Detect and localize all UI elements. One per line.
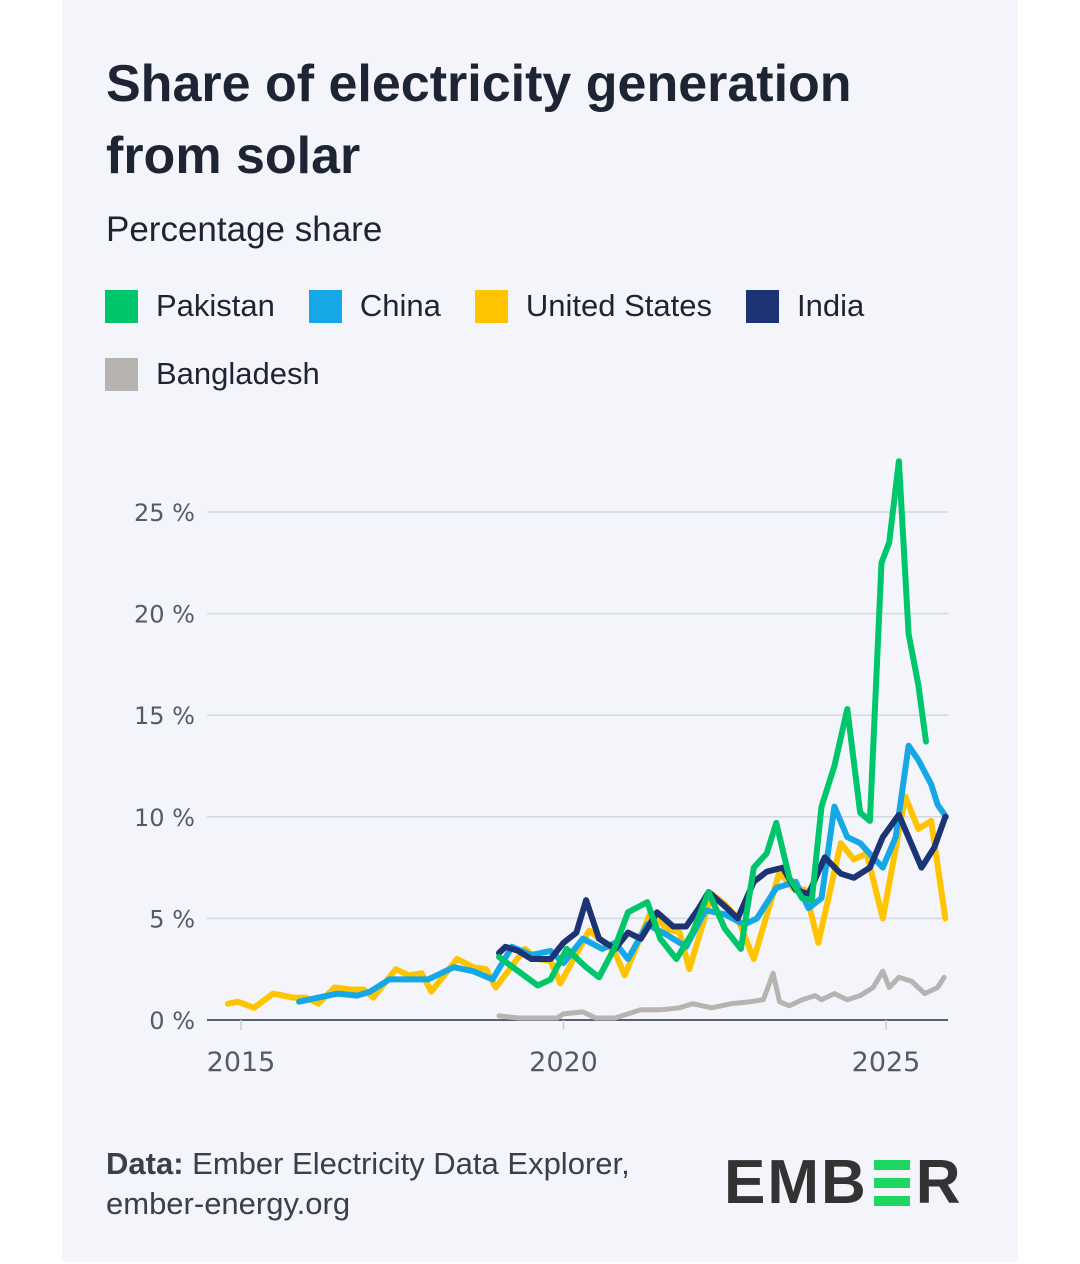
legend-swatch <box>105 357 138 391</box>
series-line-india <box>496 811 949 962</box>
legend-item-pakistan: Pakistan <box>105 288 275 324</box>
series-line-china <box>296 742 949 1005</box>
legend-label: China <box>359 288 441 323</box>
legend-label: India <box>797 288 865 323</box>
source-text: Ember Electricity Data Explorer, ember-e… <box>106 1146 630 1221</box>
y-tick-label: 10 % <box>134 804 195 832</box>
x-tick-label: 2020 <box>529 1047 598 1078</box>
legend-item-india: India <box>746 288 864 324</box>
y-tick-label: 15 % <box>134 702 195 730</box>
series-line-united-states <box>225 793 949 1011</box>
legend-label: United States <box>525 288 713 323</box>
legend-label: Pakistan <box>156 288 275 323</box>
y-tick-label: 0 % <box>149 1007 195 1035</box>
ember-logo: EMB R <box>724 1148 963 1217</box>
legend-item-bangladesh: Bangladesh <box>105 356 320 392</box>
legend-swatch <box>746 289 780 323</box>
legend-swatch <box>474 289 508 323</box>
chart-title: Share of electricity generation from sol… <box>106 55 852 185</box>
legend-item-china: China <box>308 288 441 324</box>
legend-swatch <box>105 289 138 323</box>
y-tick-label: 20 % <box>134 601 195 629</box>
legend: Pakistan China United States India Banglades… <box>105 288 1005 392</box>
legend-swatch <box>308 289 342 323</box>
series-line-bangladesh <box>496 968 947 1021</box>
source-note: Data: Ember Electricity Data Explorer, e… <box>106 1144 666 1224</box>
series-line-pakistan <box>496 458 929 989</box>
source-label: Data: <box>106 1146 184 1181</box>
x-tick-label: 2015 <box>207 1047 276 1078</box>
legend-label: Bangladesh <box>156 356 320 391</box>
chart-subtitle: Percentage share <box>106 210 383 249</box>
legend-item-united-states: United States <box>474 288 713 324</box>
chart-card <box>62 0 1018 1262</box>
x-tick-label: 2025 <box>852 1047 921 1078</box>
y-tick-label: 25 % <box>134 499 195 527</box>
y-tick-label: 5 % <box>149 905 195 933</box>
